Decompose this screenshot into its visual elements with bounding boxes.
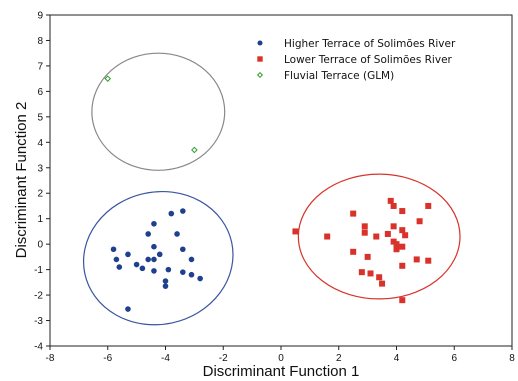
legend: Higher Terrace of Solimões River Lower Te… xyxy=(256,38,456,82)
point-s2-10 xyxy=(390,223,397,230)
point-s2-1 xyxy=(292,228,299,235)
point-s1-1 xyxy=(180,208,186,214)
point-s1-15 xyxy=(116,264,123,270)
point-s1-13 xyxy=(151,256,157,263)
x-tick-label: 2 xyxy=(336,353,342,364)
x-tick-label: 6 xyxy=(451,353,457,364)
point-s2-12 xyxy=(402,232,409,239)
point-s1-11 xyxy=(113,256,120,263)
y-tick-label: 6 xyxy=(37,87,43,98)
point-s3-2 xyxy=(191,146,198,154)
y-axis-ticks: -4 -3 -2 -1 0 1 2 3 4 5 6 7 8 9 xyxy=(34,11,50,353)
point-s1-20 xyxy=(180,269,186,275)
point-s2-29 xyxy=(399,297,406,304)
point-s2-18 xyxy=(399,243,406,250)
point-s1-24 xyxy=(162,283,169,289)
point-s1-18 xyxy=(151,268,157,274)
point-s1-9 xyxy=(125,251,131,258)
point-s2-9 xyxy=(361,223,368,230)
x-tick-label: 0 xyxy=(278,353,284,364)
point-s2-23 xyxy=(425,257,432,264)
point-s1-17 xyxy=(139,265,146,272)
point-s1-16 xyxy=(133,261,140,268)
legend-marker-3 xyxy=(256,71,264,79)
point-s2-27 xyxy=(376,274,383,281)
y-tick-label: 2 xyxy=(37,189,43,200)
point-s2-6 xyxy=(425,202,432,209)
point-s1-14 xyxy=(188,256,195,263)
point-s1-25 xyxy=(125,306,131,312)
legend-label-3: Fluvial Terrace (GLM) xyxy=(284,70,394,82)
point-s2-21 xyxy=(393,246,400,253)
point-s1-10 xyxy=(156,251,163,258)
point-s2-28 xyxy=(379,280,386,287)
point-s1-12 xyxy=(145,256,151,263)
confidence-ellipses xyxy=(82,52,461,326)
x-tick-label: -6 xyxy=(103,353,112,364)
point-s2-7 xyxy=(399,208,406,215)
y-tick-label: -1 xyxy=(34,265,43,276)
x-axis-ticks: -8 -6 -4 -2 0 2 4 6 8 xyxy=(46,346,515,364)
point-s2-5 xyxy=(390,202,397,209)
y-tick-label: 9 xyxy=(37,11,43,22)
point-s2-13 xyxy=(361,229,368,236)
x-tick-label: -2 xyxy=(219,353,228,364)
point-s2-2 xyxy=(324,233,331,240)
legend-marker-1 xyxy=(257,40,263,46)
y-tick-label: -4 xyxy=(34,342,43,353)
point-s2-20 xyxy=(364,253,371,260)
ellipse-2 xyxy=(297,173,461,300)
y-axis-title: Discriminant Function 2 xyxy=(13,102,30,259)
x-axis-title: Discriminant Function 1 xyxy=(203,363,360,380)
x-tick-label: -4 xyxy=(161,353,170,364)
legend-marker-2 xyxy=(257,56,263,62)
ellipse-3 xyxy=(91,52,226,171)
y-tick-label: -3 xyxy=(34,316,43,327)
y-tick-label: 4 xyxy=(37,138,43,149)
point-s1-4 xyxy=(145,231,151,237)
point-s2-15 xyxy=(384,230,391,237)
y-tick-label: 0 xyxy=(37,240,43,251)
point-s1-2 xyxy=(168,210,175,217)
ellipse-1 xyxy=(82,190,234,326)
point-s1-22 xyxy=(197,275,203,282)
data-points xyxy=(104,75,432,312)
point-s1-5 xyxy=(174,231,180,237)
plot-frame xyxy=(49,14,513,347)
point-s1-19 xyxy=(165,266,172,273)
point-s3-1 xyxy=(104,75,112,82)
point-s2-3 xyxy=(350,210,357,217)
y-tick-label: 7 xyxy=(37,61,43,72)
point-s2-4 xyxy=(387,197,394,204)
point-s2-11 xyxy=(399,227,406,234)
y-tick-label: 3 xyxy=(37,163,43,174)
point-s2-19 xyxy=(350,248,357,255)
point-s1-6 xyxy=(110,246,117,253)
x-tick-label: 8 xyxy=(509,353,515,364)
point-s2-22 xyxy=(413,256,420,263)
legend-label-2: Lower Terrace of Solimões River xyxy=(284,54,453,66)
point-s1-7 xyxy=(151,243,157,250)
point-s2-24 xyxy=(399,262,406,269)
point-s2-14 xyxy=(373,233,380,240)
y-tick-label: -2 xyxy=(34,291,43,302)
point-s2-17 xyxy=(393,241,400,248)
x-tick-label: 4 xyxy=(394,353,400,364)
point-s2-25 xyxy=(358,269,365,276)
point-s1-21 xyxy=(188,271,195,278)
point-s2-8 xyxy=(416,218,423,225)
x-tick-label: -8 xyxy=(46,353,55,364)
y-tick-label: 8 xyxy=(37,36,43,47)
y-tick-label: 1 xyxy=(37,214,43,225)
point-s2-26 xyxy=(367,270,374,277)
legend-label-1: Higher Terrace of Solimões River xyxy=(284,38,456,50)
y-tick-label: 5 xyxy=(37,112,43,123)
point-s1-3 xyxy=(151,220,157,227)
point-s1-8 xyxy=(180,246,186,253)
point-s1-23 xyxy=(162,278,169,284)
